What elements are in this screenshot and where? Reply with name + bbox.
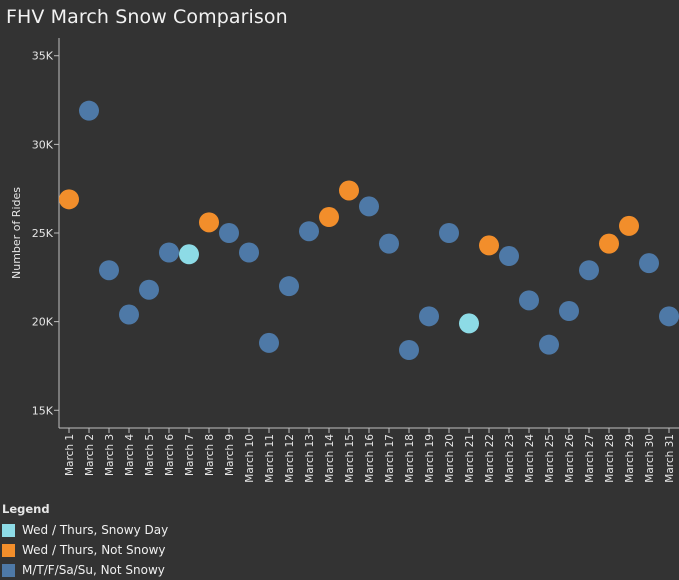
legend-item-other-days[interactable]: M/T/F/Sa/Su, Not Snowy (2, 560, 168, 580)
data-point[interactable] (659, 306, 679, 327)
x-tick-label: March 12 (284, 434, 296, 483)
x-tick-label: March 22 (484, 434, 496, 483)
data-points (59, 100, 679, 360)
x-tick-label: March 5 (144, 434, 156, 476)
x-tick-label: March 30 (644, 434, 656, 483)
legend-item-wed-thurs-not-snowy[interactable]: Wed / Thurs, Not Snowy (2, 540, 168, 560)
data-point[interactable] (179, 244, 199, 265)
x-tick-label: March 26 (564, 434, 576, 483)
data-point[interactable] (579, 260, 599, 281)
data-point[interactable] (219, 223, 239, 243)
x-tick-label: March 20 (444, 434, 456, 483)
x-tick-label: March 24 (524, 434, 536, 483)
x-tick-label: March 17 (384, 434, 396, 483)
x-tick-label: March 4 (124, 434, 136, 476)
legend-label-other-days: M/T/F/Sa/Su, Not Snowy (22, 563, 165, 577)
x-tick-label: March 16 (364, 434, 376, 483)
x-tick-label: March 1 (64, 434, 76, 476)
x-tick-label: March 15 (344, 434, 356, 483)
data-point[interactable] (519, 290, 539, 311)
legend-swatch-other-days (2, 563, 15, 577)
x-tick-label: March 21 (464, 434, 476, 483)
legend-swatch-snowy (2, 523, 15, 537)
x-tick-label: March 23 (504, 434, 516, 483)
data-point[interactable] (539, 334, 559, 355)
y-axis-title: Number of Rides (10, 187, 23, 279)
data-point[interactable] (639, 253, 659, 274)
axes (58, 38, 679, 429)
data-point[interactable] (379, 233, 399, 254)
data-point[interactable] (479, 235, 499, 256)
data-point[interactable] (499, 246, 519, 267)
x-tick-label: March 10 (244, 434, 256, 483)
x-tick-label: March 14 (324, 434, 336, 483)
data-point[interactable] (399, 340, 419, 360)
data-point[interactable] (99, 260, 119, 281)
data-point[interactable] (419, 306, 439, 327)
x-tick-label: March 29 (624, 434, 636, 483)
legend: Legend Wed / Thurs, Snowy Day Wed / Thur… (2, 502, 168, 580)
data-point[interactable] (119, 304, 139, 325)
legend-item-snowy[interactable]: Wed / Thurs, Snowy Day (2, 520, 168, 540)
data-point[interactable] (299, 221, 319, 242)
x-tick-label: March 25 (544, 434, 556, 483)
x-tick-label: March 18 (404, 434, 416, 483)
y-tick-label: 25K (32, 227, 54, 240)
data-point[interactable] (319, 207, 339, 228)
y-tick-label: 15K (32, 404, 54, 417)
x-tick-label: March 6 (164, 434, 176, 476)
x-tick-label: March 7 (184, 434, 196, 476)
x-tick-label: March 19 (424, 434, 436, 483)
legend-title: Legend (2, 502, 50, 516)
legend-label-wed-thurs-not-snowy: Wed / Thurs, Not Snowy (22, 543, 166, 557)
data-point[interactable] (599, 233, 619, 254)
y-tick-label: 35K (32, 50, 54, 63)
legend-label-snowy: Wed / Thurs, Snowy Day (22, 523, 169, 537)
x-tick-label: March 28 (604, 434, 616, 483)
data-point[interactable] (259, 332, 279, 353)
y-tick-label: 20K (32, 316, 54, 329)
x-tick-label: March 2 (84, 434, 96, 476)
data-point[interactable] (359, 196, 379, 217)
x-tick-label: March 9 (224, 434, 236, 476)
data-point[interactable] (159, 242, 179, 263)
x-tick-label: March 27 (584, 434, 596, 483)
y-axis-ticks: 15K 20K 25K 30K 35K (32, 50, 59, 417)
data-point[interactable] (279, 276, 299, 297)
chart-title: FHV March Snow Comparison (6, 6, 288, 28)
x-tick-label: March 8 (204, 434, 216, 476)
y-tick-label: 30K (32, 138, 54, 151)
x-tick-label: March 13 (304, 434, 316, 483)
data-point[interactable] (199, 212, 219, 233)
data-point[interactable] (339, 180, 359, 201)
data-point[interactable] (139, 279, 159, 300)
data-point[interactable] (439, 223, 459, 243)
data-point[interactable] (59, 189, 79, 210)
data-point[interactable] (559, 301, 579, 321)
x-tick-label: March 3 (104, 434, 116, 476)
x-tick-label: March 31 (664, 434, 676, 483)
x-axis-ticks: March 1 March 2 March 3 March 4 March 5 March… (64, 428, 676, 483)
x-tick-label: March 11 (264, 434, 276, 483)
data-point[interactable] (459, 313, 479, 334)
data-point[interactable] (79, 100, 99, 121)
data-point[interactable] (619, 215, 639, 236)
data-point[interactable] (239, 242, 259, 263)
legend-swatch-wed-thurs-not-snowy (2, 543, 15, 557)
